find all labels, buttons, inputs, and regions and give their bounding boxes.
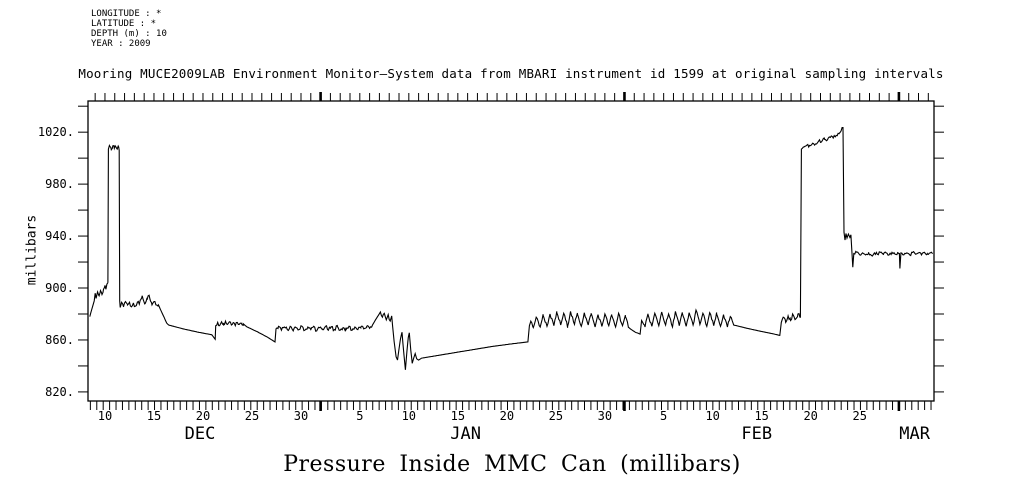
plot-frame — [87, 100, 935, 402]
station-metadata: LONGITUDE : * LATITUDE : * DEPTH (m) : 1… — [91, 9, 167, 49]
x-tick-label: 10 — [402, 409, 416, 423]
x-tick-label: 25 — [245, 409, 259, 423]
chart-caption: Pressure Inside MMC Can (millibars) — [283, 452, 741, 477]
x-tick-label: 30 — [294, 409, 308, 423]
x-tick-label: 20 — [196, 409, 210, 423]
x-tick-label: 15 — [451, 409, 465, 423]
y-axis-label: millibars — [24, 214, 40, 286]
x-tick-label: 15 — [754, 409, 768, 423]
y-tick-label: 860. — [45, 333, 74, 347]
month-label-jan: JAN — [450, 424, 482, 444]
month-label-feb: FEB — [741, 424, 773, 444]
x-tick-label: 10 — [98, 409, 112, 423]
tick-labels: 820. 860. 900. 940. 980. 1020. 10 15 20 25 30 5 10 15… — [38, 125, 867, 423]
month-label-mar: MAR — [899, 424, 930, 444]
x-tick-label: 5 — [660, 409, 667, 423]
meta-depth: DEPTH (m) : 10 — [91, 29, 167, 39]
axis-ticks — [78, 92, 944, 411]
pressure-line — [89, 127, 934, 370]
x-tick-label: 25 — [549, 409, 563, 423]
x-tick-label: 15 — [147, 409, 161, 423]
x-tick-label: 10 — [705, 409, 719, 423]
x-tick-label: 20 — [803, 409, 817, 423]
meta-year: YEAR : 2009 — [91, 39, 151, 49]
meta-latitude: LATITUDE : * — [91, 19, 157, 29]
y-tick-label: 980. — [45, 177, 74, 191]
x-tick-label: 20 — [500, 409, 514, 423]
x-tick-label: 5 — [356, 409, 363, 423]
x-tick-label: 25 — [852, 409, 866, 423]
plot-title: Mooring MUCE2009LAB Environment Monitor—… — [78, 66, 944, 81]
x-tick-label: 30 — [598, 409, 612, 423]
y-tick-label: 1020. — [38, 125, 74, 139]
meta-longitude: LONGITUDE : * — [91, 9, 162, 19]
y-tick-label: 820. — [45, 385, 74, 399]
y-tick-label: 900. — [45, 281, 74, 295]
y-tick-label: 940. — [45, 229, 74, 243]
month-label-dec: DEC — [184, 424, 216, 444]
